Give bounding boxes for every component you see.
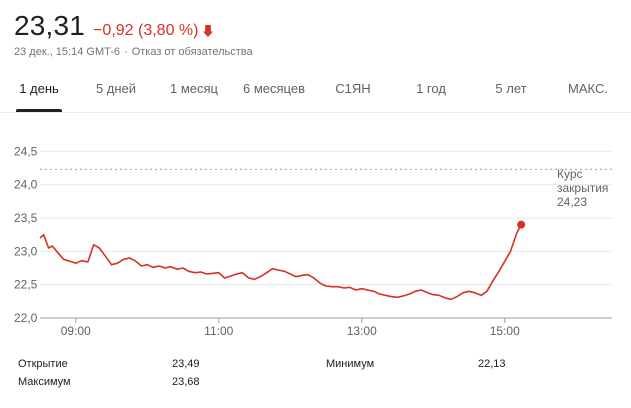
y-tick-label: 22,5 [14, 278, 38, 292]
x-tick-label: 13:00 [347, 324, 377, 338]
price-change-text: −0,92 (3,80 %) [93, 22, 199, 39]
last-price-point [517, 220, 526, 229]
range-tabs: 1 день 5 дней 1 месяц 6 месяцев С1ЯН 1 г… [0, 72, 631, 113]
tab-1-month[interactable]: 1 месяц [164, 72, 224, 111]
y-tick-label: 23,0 [14, 244, 38, 258]
tab-5-years[interactable]: 5 лет [488, 72, 534, 111]
price-change: −0,92 (3,80 %) [93, 22, 214, 40]
tab-label: 5 дней [95, 81, 137, 96]
high-value: 23,68 [172, 376, 200, 388]
quote-header: 23,31 −0,92 (3,80 %) 23 дек., 15:14 GMT-… [14, 10, 253, 58]
tab-5-days[interactable]: 5 дней [90, 72, 142, 111]
tab-1-year[interactable]: 1 год [408, 72, 454, 111]
tab-6-months[interactable]: 6 месяцев [238, 72, 310, 111]
tab-label: 1 год [416, 81, 446, 96]
x-tick-label: 11:00 [204, 324, 233, 338]
price-series-line [39, 224, 522, 301]
x-tick-label: 09:00 [61, 324, 91, 338]
previous-close-label: закрытия [557, 181, 608, 195]
low-label: Минимум [326, 358, 375, 370]
open-value: 23,49 [172, 358, 200, 370]
tab-1-day[interactable]: 1 день [16, 72, 62, 112]
tab-label: С1ЯН [335, 81, 371, 96]
high-label: Максимум [18, 376, 71, 388]
tab-label: МАКС. [568, 81, 608, 96]
tab-ytd[interactable]: С1ЯН [330, 72, 376, 111]
previous-close-label: 24,23 [557, 195, 587, 209]
y-tick-label: 24,5 [14, 144, 38, 158]
tab-label: 5 лет [495, 81, 527, 96]
y-tick-label: 22,0 [14, 311, 38, 325]
price-chart[interactable]: 24,5 24,0 23,5 23,0 22,5 22,0 09:00 11:00 13:00 1… [0, 130, 631, 345]
y-tick-label: 23,5 [14, 211, 38, 225]
low-value: 22,13 [478, 358, 506, 370]
x-tick-label: 15:00 [490, 324, 520, 338]
tab-max[interactable]: МАКС. [562, 72, 614, 111]
open-label: Открытие [18, 358, 68, 370]
quote-meta: 23 дек., 15:14 GMT-6 · Отказ от обязательс… [14, 46, 253, 58]
tab-label: 1 месяц [170, 81, 218, 96]
tab-label: 1 день [19, 81, 59, 96]
quote-timestamp: 23 дек., 15:14 GMT-6 [14, 46, 121, 58]
y-tick-label: 24,0 [14, 178, 38, 192]
disclaimer-link[interactable]: Отказ от обязательства [131, 46, 253, 58]
meta-separator: · [124, 46, 128, 58]
arrow-down-icon [203, 25, 214, 37]
current-price: 23,31 [14, 10, 86, 41]
tab-label: 6 месяцев [243, 81, 305, 96]
previous-close-label: Курс [557, 167, 583, 181]
